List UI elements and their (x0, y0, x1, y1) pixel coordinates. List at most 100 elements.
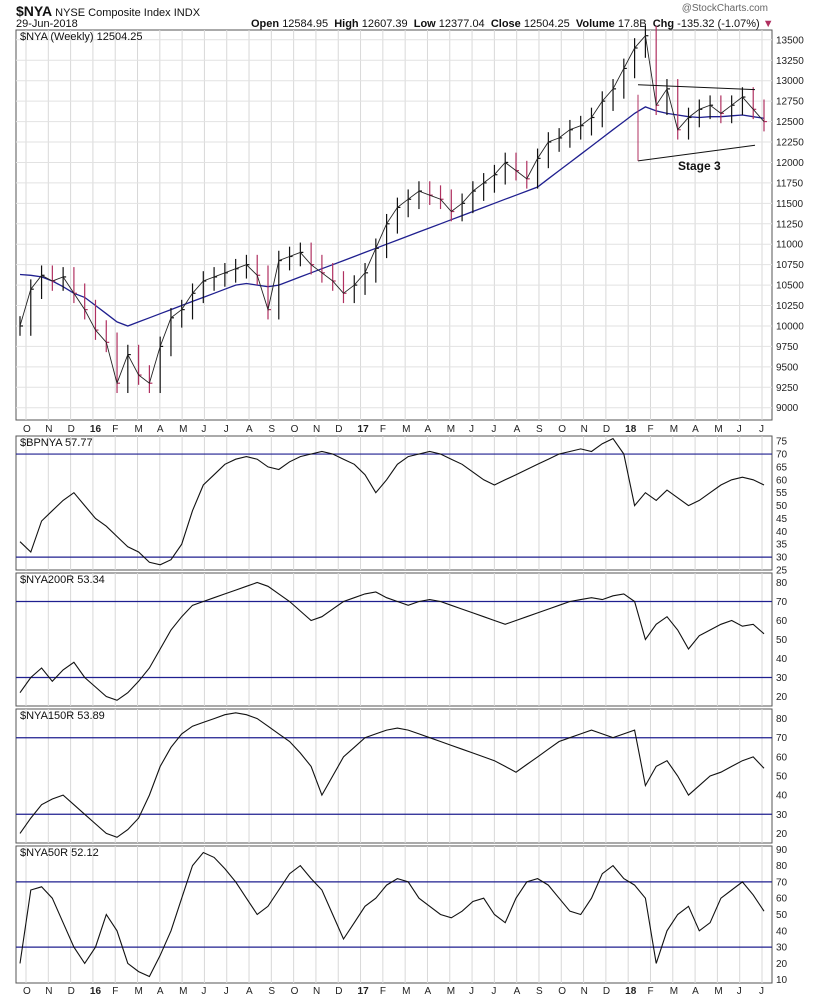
symbol: $NYA (16, 3, 53, 19)
series-line (19, 712, 765, 838)
y-tick-label: 30 (776, 673, 788, 684)
y-tick-label: 13500 (776, 35, 804, 46)
y-tick-label: 12000 (776, 158, 804, 169)
x-tick-label: A (246, 986, 253, 997)
y-tick-label: 75 (776, 437, 788, 448)
x-tick-label: J (201, 986, 206, 997)
x-tick-label: S (536, 986, 543, 997)
x-tick-label: 17 (358, 424, 370, 435)
y-tick-label: 10 (776, 975, 788, 986)
x-tick-label: S (268, 424, 275, 435)
x-tick-label: J (469, 986, 474, 997)
moving-average-line (19, 106, 765, 327)
panel-title: $NYA200R 53.34 (20, 574, 105, 586)
x-tick-label: D (603, 986, 610, 997)
panel-title: $NYA (Weekly) 12504.25 (20, 31, 143, 43)
x-tick-label: F (380, 986, 386, 997)
y-tick-label: 50 (776, 910, 788, 921)
x-tick-label: M (447, 424, 455, 435)
x-tick-label: J (737, 424, 742, 435)
x-tick-label: M (402, 986, 410, 997)
x-tick-label: O (558, 424, 566, 435)
x-tick-label: F (647, 424, 653, 435)
y-tick-label: 40 (776, 527, 788, 538)
y-tick-label: 55 (776, 488, 788, 499)
x-tick-label: F (380, 424, 386, 435)
y-tick-label: 9250 (776, 383, 799, 394)
y-tick-label: 25 (776, 566, 788, 577)
y-tick-label: 50 (776, 772, 788, 783)
y-tick-label: 40 (776, 654, 788, 665)
y-tick-label: 65 (776, 462, 788, 473)
series-line (19, 437, 765, 566)
y-tick-label: 40 (776, 926, 788, 937)
watermark: @StockCharts.com (681, 3, 768, 14)
x-tick-label: D (603, 424, 610, 435)
y-tick-label: 13250 (776, 56, 804, 67)
trendline-top (637, 84, 756, 91)
stage-annotation: Stage 3 (678, 159, 721, 173)
y-tick-label: 9000 (776, 403, 799, 414)
y-tick-label: 60 (776, 894, 788, 905)
x-tick-label: D (68, 424, 75, 435)
panel-5: 10 20 30 40 50 60 70 80 90 $NYA50R 52.12 (15, 845, 788, 986)
x-tick-label: 16 (90, 424, 102, 435)
y-tick-label: 60 (776, 475, 788, 486)
x-tick-label: M (714, 986, 722, 997)
x-tick-label: J (491, 424, 496, 435)
x-tick-label: F (112, 424, 118, 435)
y-tick-label: 50 (776, 635, 788, 646)
trendline-bottom (637, 144, 756, 162)
x-tick-label: D (68, 986, 75, 997)
x-tick-label: M (670, 424, 678, 435)
y-tick-label: 60 (776, 752, 788, 763)
panel-3: 20 30 40 50 60 70 80 $NYA200R 53.34 (15, 572, 788, 707)
x-tick-label: N (45, 986, 52, 997)
x-tick-label: J (224, 986, 229, 997)
y-tick-label: 60 (776, 616, 788, 627)
x-tick-label: 18 (625, 424, 637, 435)
series-line (19, 851, 765, 978)
panel-frame (15, 845, 773, 984)
x-tick-label: A (514, 424, 521, 435)
y-tick-label: 11250 (776, 219, 804, 230)
x-tick-label: A (246, 424, 253, 435)
y-tick-label: 45 (776, 514, 788, 525)
y-tick-label: 50 (776, 501, 788, 512)
chart-header: $NYA NYSE Composite Index INDX (16, 3, 200, 19)
exchange: INDX (173, 7, 201, 19)
x-tick-label: O (23, 424, 31, 435)
y-tick-label: 20 (776, 959, 788, 970)
chart-date: 29-Jun-2018 (16, 18, 78, 30)
x-tick-label: O (291, 986, 299, 997)
x-tick-label: N (581, 986, 588, 997)
y-tick-label: 40 (776, 791, 788, 802)
x-tick-label: 18 (625, 986, 637, 997)
x-tick-label: F (112, 986, 118, 997)
y-tick-label: 10000 (776, 321, 804, 332)
x-tick-label: N (313, 424, 320, 435)
x-tick-label: A (424, 424, 431, 435)
panel-title: $BPNYA 57.77 (20, 437, 93, 449)
x-tick-label: A (157, 986, 164, 997)
y-tick-label: 70 (776, 733, 788, 744)
y-tick-label: 11750 (776, 178, 804, 189)
y-tick-label: 80 (776, 861, 788, 872)
x-tick-label: 17 (358, 986, 370, 997)
panel-frame (15, 572, 773, 707)
y-tick-label: 12500 (776, 117, 804, 128)
index-name: NYSE Composite Index (55, 7, 171, 19)
y-tick-label: 35 (776, 540, 788, 551)
x-tick-label: D (335, 986, 342, 997)
x-tick-label: N (581, 424, 588, 435)
x-tick-label: F (647, 986, 653, 997)
x-tick-label: 16 (90, 986, 102, 997)
x-tick-label: J (759, 986, 764, 997)
y-tick-label: 9750 (776, 342, 799, 353)
x-tick-label: A (692, 424, 699, 435)
y-tick-label: 13000 (776, 76, 804, 87)
y-tick-label: 30 (776, 810, 788, 821)
x-tick-label: J (491, 986, 496, 997)
